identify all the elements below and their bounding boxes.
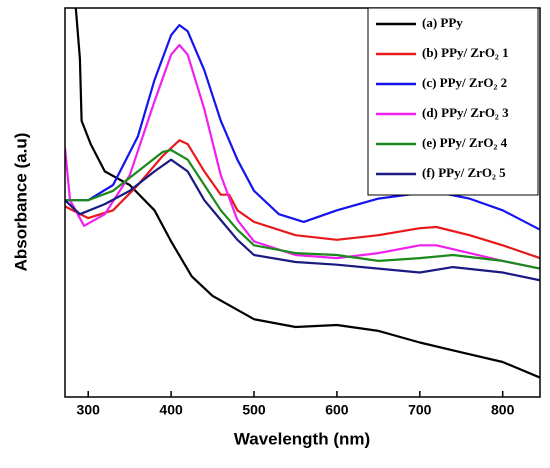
plot-frame xyxy=(64,7,541,398)
x-tick-label: 500 xyxy=(242,402,266,418)
series-line xyxy=(65,158,540,282)
legend-label: (a) PPy xyxy=(422,15,463,30)
x-tick-label: 400 xyxy=(159,402,183,418)
legend-label: (f) PPy/ ZrO₂ 5 xyxy=(422,165,506,180)
legend: (a) PPy (b) PPy/ ZrO₂ 1 (c) PPy/ ZrO₂ 2 (d)… xyxy=(367,7,539,196)
x-tick-label: 800 xyxy=(491,402,515,418)
y-axis-label: Absorbance (a.u) xyxy=(11,133,30,272)
legend-box xyxy=(367,7,539,196)
x-axis-label: Wavelength (nm) xyxy=(234,429,370,448)
legend-label: (e) PPy/ ZrO₂ 4 xyxy=(422,135,508,150)
x-tick-label: 700 xyxy=(408,402,432,418)
legend-label: (c) PPy/ ZrO₂ 2 xyxy=(422,75,507,90)
x-tick-label: 600 xyxy=(325,402,349,418)
legend-label: (b) PPy/ ZrO₂ 1 xyxy=(422,45,509,60)
series-line xyxy=(74,8,540,379)
x-tick-label: 300 xyxy=(77,402,101,418)
series-line xyxy=(65,148,540,270)
series-line xyxy=(65,43,540,270)
legend-label: (d) PPy/ ZrO₂ 3 xyxy=(422,105,509,120)
